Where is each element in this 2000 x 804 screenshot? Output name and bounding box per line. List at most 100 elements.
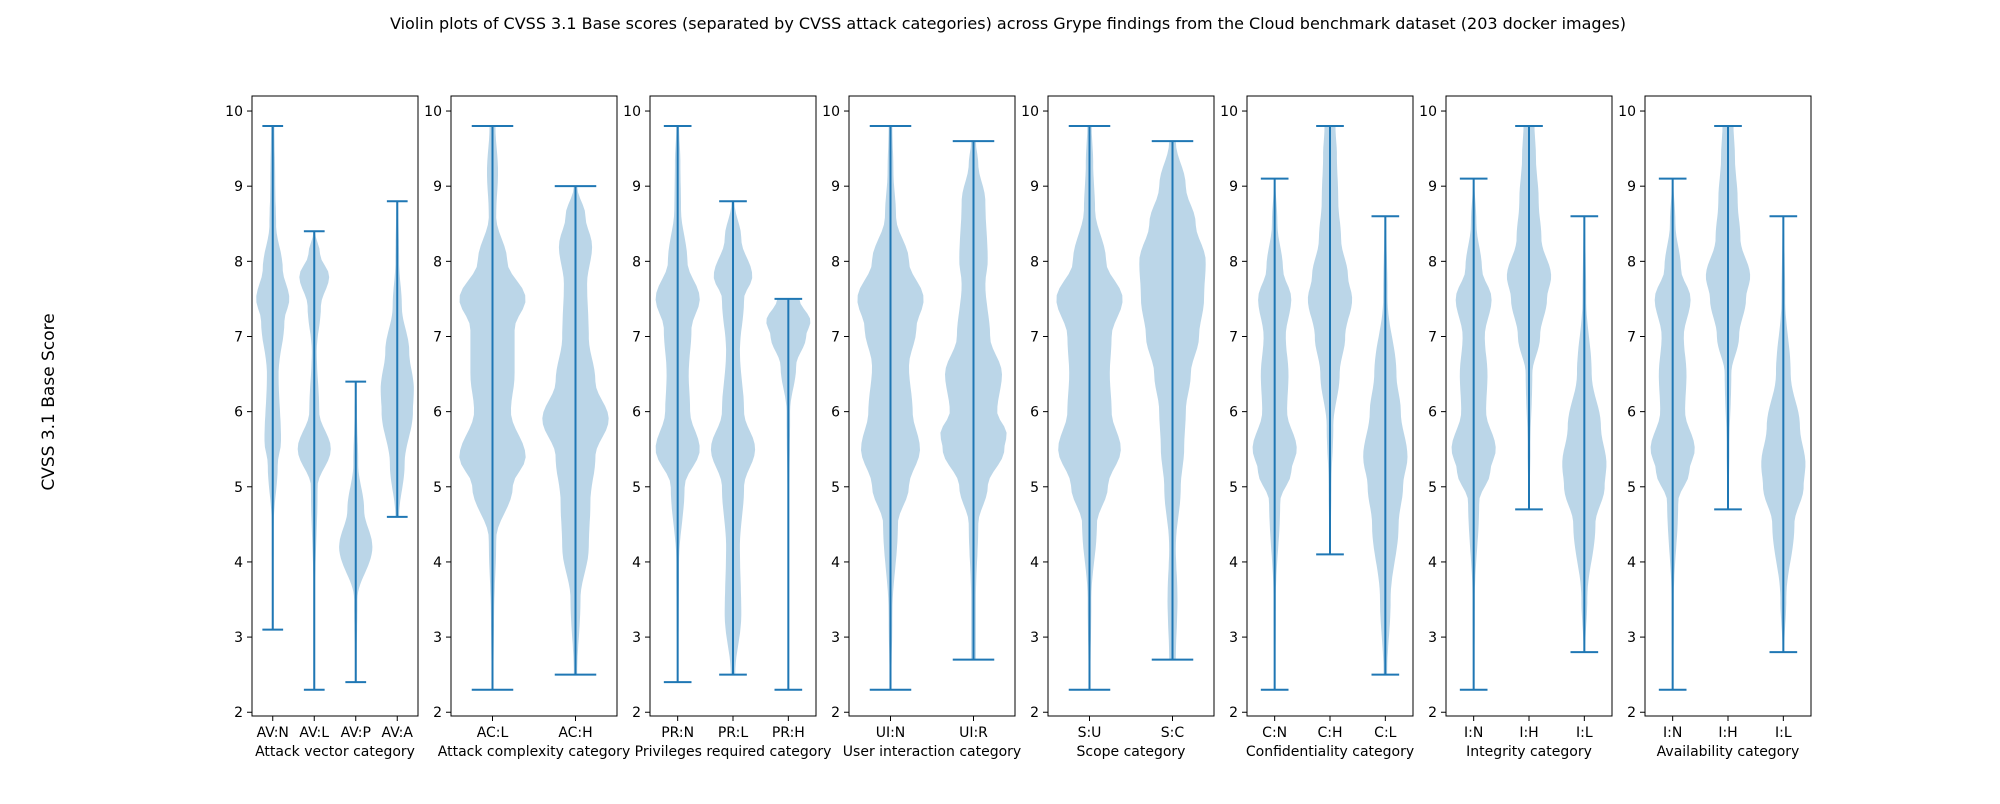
y-tick-label: 5	[433, 480, 442, 496]
x-tick-label: I:H	[1519, 725, 1538, 741]
y-tick-label: 3	[1229, 630, 1238, 646]
y-tick-label: 6	[1428, 405, 1437, 421]
x-axis-label: Attack vector category	[255, 744, 415, 760]
y-tick-label: 10	[225, 104, 243, 120]
y-tick-label: 9	[831, 179, 840, 195]
y-tick-label: 8	[831, 254, 840, 270]
y-tick-label: 3	[234, 630, 243, 646]
y-tick-label: 3	[831, 630, 840, 646]
y-tick-label: 6	[1229, 405, 1238, 421]
axes-frame	[450, 95, 618, 717]
axes-frame	[1644, 95, 1812, 717]
y-tick-label: 6	[632, 405, 641, 421]
x-tick-label: UI:N	[876, 725, 906, 741]
y-tick-label: 7	[1030, 329, 1039, 345]
y-tick-label: 5	[1627, 480, 1636, 496]
panel-6: 2 3 4 5 6 7 8 9 10 C:N C:H C:L Confidentiality categ…	[1220, 95, 1414, 760]
panel-7: 2 3 4 5 6 7 8 9 10 I:N I:H I:L Integrity category	[1419, 95, 1613, 760]
y-tick-label: 7	[1627, 329, 1636, 345]
x-tick-label: AV:L	[299, 725, 329, 741]
x-tick-label: I:N	[1464, 725, 1483, 741]
x-axis-label: Privileges required category	[635, 744, 832, 760]
y-tick-label: 2	[632, 705, 641, 721]
x-tick-label: PR:H	[772, 725, 805, 741]
y-axis-label: CVSS 3.1 Base Score	[39, 313, 59, 490]
x-tick-label: S:C	[1161, 725, 1185, 741]
y-tick-label: 5	[632, 480, 641, 496]
panel-8: 2 3 4 5 6 7 8 9 10 I:N I:H I:L Availability category	[1618, 95, 1812, 760]
x-tick-label: UI:R	[959, 725, 988, 741]
panel-5: 2 3 4 5 6 7 8 9 10 S:U S:C Scope category	[1021, 95, 1215, 760]
panels: 2 3 4 5 6 7 8 9 10 AV:N AV:L AV:P AV:A Attack vector …	[225, 95, 1812, 760]
x-tick-label: S:U	[1078, 725, 1102, 741]
y-tick-label: 4	[632, 555, 641, 571]
y-tick-label: 5	[1229, 480, 1238, 496]
axes-frame	[1445, 95, 1613, 717]
y-tick-label: 3	[1428, 630, 1437, 646]
y-tick-label: 8	[1229, 254, 1238, 270]
y-tick-label: 5	[1030, 480, 1039, 496]
x-tick-label: AV:A	[382, 725, 414, 741]
x-tick-label: I:N	[1663, 725, 1682, 741]
x-tick-label: PR:L	[718, 725, 748, 741]
y-tick-label: 10	[1220, 104, 1238, 120]
y-tick-label: 4	[1229, 555, 1238, 571]
x-tick-label: I:L	[1775, 725, 1792, 741]
y-tick-label: 3	[1030, 630, 1039, 646]
y-tick-label: 8	[632, 254, 641, 270]
y-tick-label: 9	[1627, 179, 1636, 195]
y-tick-label: 3	[433, 630, 442, 646]
y-tick-label: 2	[234, 705, 243, 721]
y-tick-label: 5	[1428, 480, 1437, 496]
y-tick-label: 4	[1030, 555, 1039, 571]
panel-3: 2 3 4 5 6 7 8 9 10 PR:N PR:L PR:H Privileges require…	[623, 95, 832, 760]
y-tick-label: 10	[1419, 104, 1437, 120]
y-tick-label: 9	[234, 179, 243, 195]
x-tick-label: AV:N	[257, 725, 289, 741]
x-axis-label: User interaction category	[843, 744, 1021, 760]
x-axis-label: Attack complexity category	[438, 744, 630, 760]
y-tick-label: 4	[831, 555, 840, 571]
panel-4: 2 3 4 5 6 7 8 9 10 UI:N UI:R User interaction categ…	[822, 95, 1021, 760]
x-axis-label: Availability category	[1657, 744, 1800, 760]
y-tick-label: 9	[1229, 179, 1238, 195]
x-axis-label: Integrity category	[1466, 744, 1592, 760]
x-axis-label: Scope category	[1077, 744, 1186, 760]
axes-frame	[649, 95, 817, 717]
x-tick-label: I:L	[1576, 725, 1593, 741]
y-tick-label: 10	[623, 104, 641, 120]
y-tick-label: 6	[831, 405, 840, 421]
y-tick-label: 6	[234, 405, 243, 421]
y-tick-label: 6	[1030, 405, 1039, 421]
x-tick-label: AC:H	[558, 725, 592, 741]
y-tick-label: 2	[1030, 705, 1039, 721]
y-tick-label: 9	[1428, 179, 1437, 195]
axes-frame	[848, 95, 1016, 717]
y-tick-label: 8	[433, 254, 442, 270]
x-tick-label: PR:N	[661, 725, 694, 741]
y-tick-label: 9	[632, 179, 641, 195]
y-tick-label: 4	[1428, 555, 1437, 571]
y-tick-label: 7	[234, 329, 243, 345]
y-tick-label: 4	[1627, 555, 1636, 571]
y-tick-label: 8	[1030, 254, 1039, 270]
y-tick-label: 7	[1428, 329, 1437, 345]
panel-2: 2 3 4 5 6 7 8 9 10 AC:L AC:H Attack complexity cate…	[424, 95, 630, 760]
y-tick-label: 4	[433, 555, 442, 571]
y-tick-label: 10	[1021, 104, 1039, 120]
x-tick-label: AC:L	[477, 725, 509, 741]
axes-frame	[1246, 95, 1414, 717]
y-tick-label: 2	[1229, 705, 1238, 721]
y-tick-label: 10	[822, 104, 840, 120]
y-tick-label: 3	[632, 630, 641, 646]
x-tick-label: C:N	[1262, 725, 1287, 741]
x-tick-label: AV:P	[341, 725, 371, 741]
y-tick-label: 8	[234, 254, 243, 270]
y-tick-label: 9	[433, 179, 442, 195]
y-tick-label: 7	[433, 329, 442, 345]
y-tick-label: 10	[424, 104, 442, 120]
x-tick-label: C:H	[1317, 725, 1342, 741]
y-tick-label: 4	[234, 555, 243, 571]
